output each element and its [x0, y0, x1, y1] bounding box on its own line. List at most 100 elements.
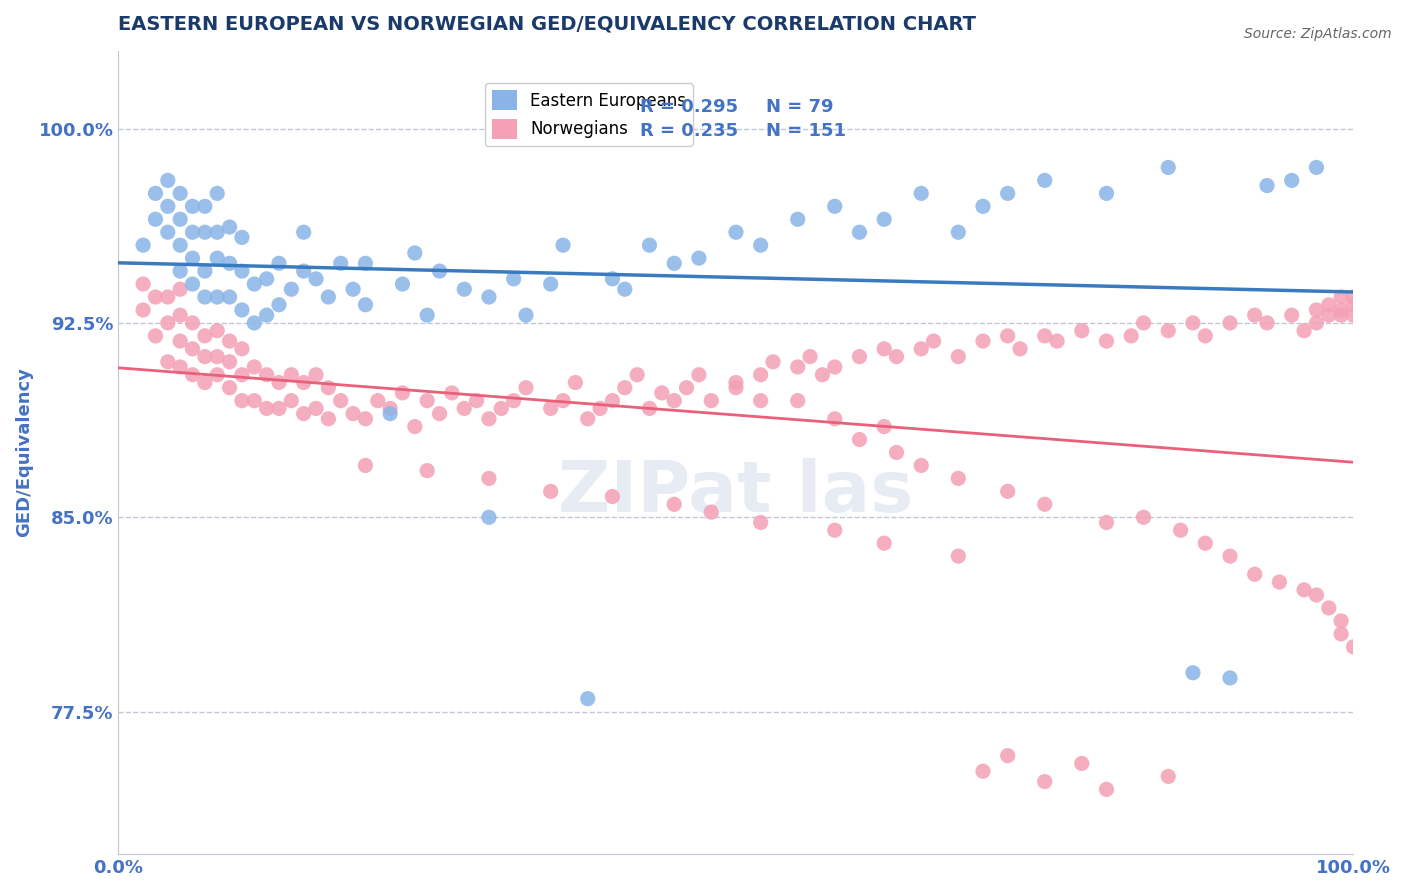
- Point: [910, 342, 932, 356]
- Point: [205, 186, 228, 201]
- Point: [886, 445, 908, 459]
- Point: [1317, 601, 1340, 615]
- Point: [231, 342, 253, 356]
- Point: [948, 471, 970, 485]
- Point: [218, 220, 240, 235]
- Point: [318, 290, 340, 304]
- Point: [886, 350, 908, 364]
- Point: [1170, 523, 1192, 537]
- Point: [824, 199, 846, 213]
- Point: [1157, 324, 1180, 338]
- Text: EASTERN EUROPEAN VS NORWEGIAN GED/EQUIVALENCY CORRELATION CHART: EASTERN EUROPEAN VS NORWEGIAN GED/EQUIVA…: [118, 15, 976, 34]
- Point: [267, 298, 290, 312]
- Point: [638, 401, 661, 416]
- Point: [205, 251, 228, 265]
- Point: [502, 393, 524, 408]
- Point: [267, 256, 290, 270]
- Point: [181, 225, 204, 239]
- Point: [465, 393, 488, 408]
- Point: [231, 302, 253, 317]
- Point: [292, 376, 315, 390]
- Point: [1343, 290, 1365, 304]
- Point: [342, 407, 364, 421]
- Point: [391, 385, 413, 400]
- Point: [256, 308, 278, 322]
- Point: [218, 290, 240, 304]
- Point: [404, 419, 426, 434]
- Point: [1219, 671, 1241, 685]
- Point: [1157, 161, 1180, 175]
- Point: [256, 368, 278, 382]
- Point: [700, 505, 723, 519]
- Point: [589, 401, 612, 416]
- Point: [256, 272, 278, 286]
- Point: [354, 298, 377, 312]
- Point: [613, 381, 636, 395]
- Point: [811, 368, 834, 382]
- Point: [1070, 324, 1092, 338]
- Point: [194, 376, 217, 390]
- Point: [205, 290, 228, 304]
- Point: [378, 407, 401, 421]
- Point: [218, 381, 240, 395]
- Point: [218, 355, 240, 369]
- Point: [156, 290, 179, 304]
- Point: [848, 433, 870, 447]
- Point: [786, 393, 808, 408]
- Point: [540, 484, 562, 499]
- Point: [305, 401, 328, 416]
- Point: [1008, 342, 1031, 356]
- Point: [873, 342, 896, 356]
- Point: [1070, 756, 1092, 771]
- Point: [724, 376, 747, 390]
- Point: [280, 393, 302, 408]
- Point: [824, 359, 846, 374]
- Point: [1330, 302, 1353, 317]
- Point: [749, 393, 772, 408]
- Point: [194, 329, 217, 343]
- Point: [145, 329, 167, 343]
- Point: [267, 401, 290, 416]
- Point: [1095, 334, 1118, 348]
- Legend: Eastern Europeans, Norwegians: Eastern Europeans, Norwegians: [485, 83, 693, 145]
- Point: [194, 350, 217, 364]
- Point: [181, 316, 204, 330]
- Point: [292, 264, 315, 278]
- Point: [1243, 308, 1265, 322]
- Point: [156, 199, 179, 213]
- Point: [416, 464, 439, 478]
- Point: [1281, 173, 1303, 187]
- Point: [169, 308, 191, 322]
- Point: [243, 316, 266, 330]
- Point: [786, 212, 808, 227]
- Point: [243, 277, 266, 291]
- Point: [1305, 302, 1327, 317]
- Point: [749, 368, 772, 382]
- Point: [145, 212, 167, 227]
- Point: [749, 238, 772, 252]
- Point: [910, 186, 932, 201]
- Point: [478, 290, 501, 304]
- Point: [181, 199, 204, 213]
- Point: [1256, 178, 1278, 193]
- Point: [762, 355, 785, 369]
- Point: [354, 256, 377, 270]
- Point: [280, 282, 302, 296]
- Point: [1194, 536, 1216, 550]
- Point: [318, 381, 340, 395]
- Point: [1157, 769, 1180, 783]
- Point: [267, 376, 290, 390]
- Point: [169, 186, 191, 201]
- Point: [1317, 308, 1340, 322]
- Point: [1033, 329, 1056, 343]
- Point: [416, 393, 439, 408]
- Point: [453, 282, 475, 296]
- Point: [194, 199, 217, 213]
- Point: [1268, 575, 1291, 590]
- Point: [156, 355, 179, 369]
- Point: [724, 381, 747, 395]
- Point: [502, 272, 524, 286]
- Point: [1033, 173, 1056, 187]
- Point: [1046, 334, 1069, 348]
- Point: [205, 225, 228, 239]
